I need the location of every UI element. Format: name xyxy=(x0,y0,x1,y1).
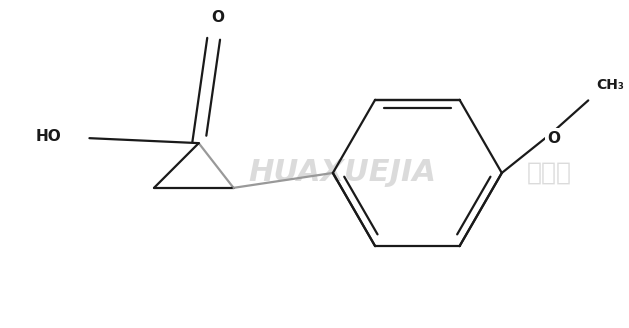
Text: HO: HO xyxy=(36,129,62,144)
Text: CH₃: CH₃ xyxy=(596,78,624,92)
Text: O: O xyxy=(211,10,224,25)
Text: HUAXUEJIA: HUAXUEJIA xyxy=(248,158,437,187)
Text: O: O xyxy=(547,131,560,146)
Text: 化学加: 化学加 xyxy=(526,161,572,185)
